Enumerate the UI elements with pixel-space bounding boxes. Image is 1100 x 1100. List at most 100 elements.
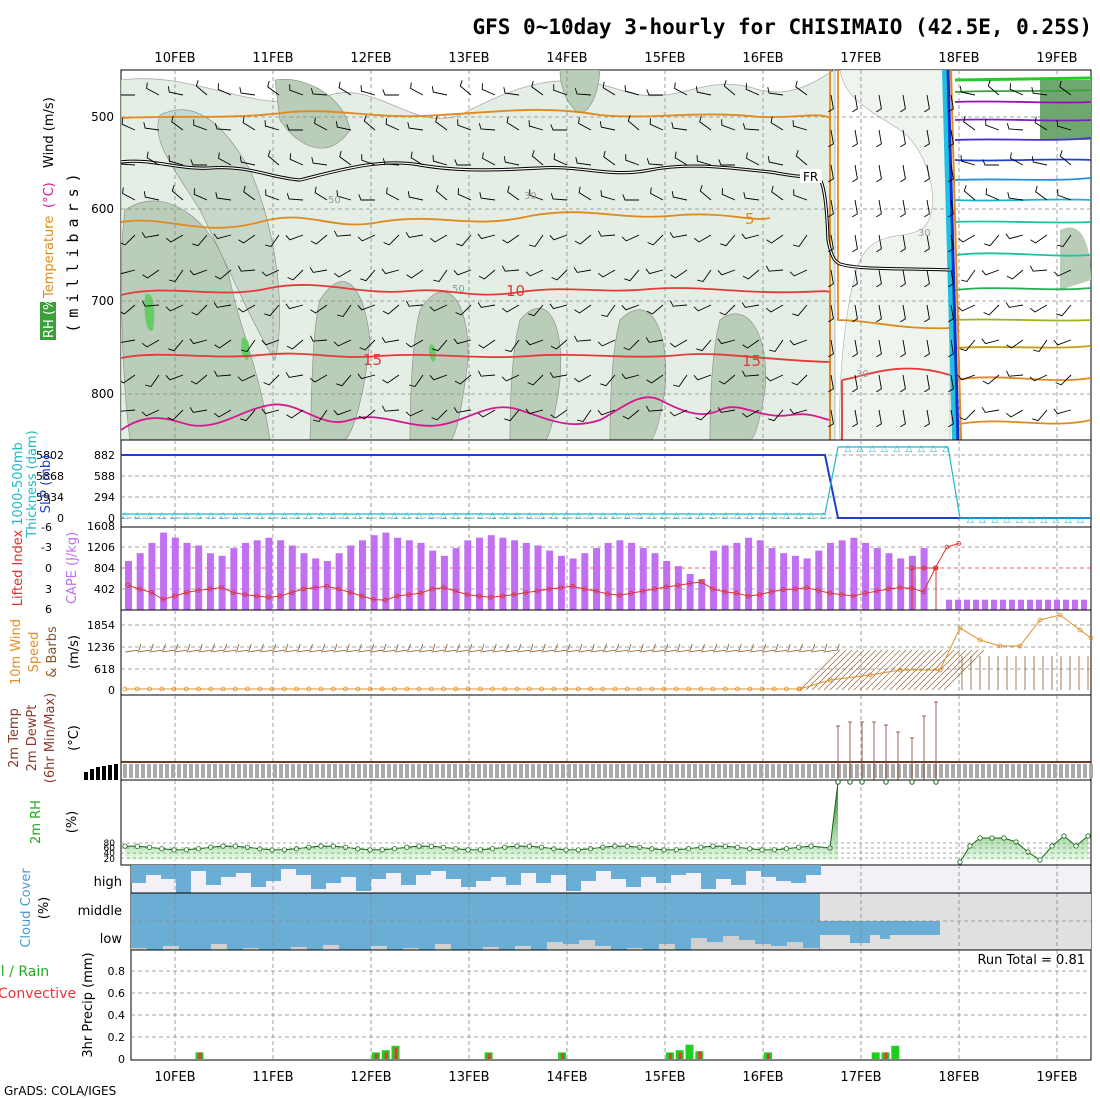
wind-barb (924, 339, 930, 358)
footer-credit: GrADS: COLA/IGES (4, 1084, 116, 1098)
wind-barb (531, 150, 544, 166)
wind-barb (1056, 304, 1072, 317)
temp2m-bar (819, 764, 823, 778)
li-marker (242, 592, 248, 597)
temp2m-left-marks (84, 764, 118, 780)
cape-bar-tail (964, 599, 970, 610)
wind-barb (627, 115, 640, 131)
wind-barb (214, 269, 232, 280)
thickness-marker: △ (991, 515, 998, 525)
wind10-barb (590, 643, 607, 653)
wind-barb (852, 164, 858, 183)
wind-barb (621, 304, 640, 311)
rh2m-marker-top (835, 779, 841, 785)
thickness-marker: △ (318, 511, 325, 521)
temp2m-bar (303, 764, 307, 778)
wind-barb (771, 185, 784, 201)
wind-barb (720, 234, 736, 247)
thickness-marker: △ (220, 511, 227, 521)
li-tick-3: 3 (45, 583, 52, 596)
cloud-low-gap (771, 946, 787, 950)
thickness-marker: △ (893, 444, 900, 454)
temp2m-bar (813, 764, 817, 778)
temp2m-bar (573, 764, 577, 778)
wind-barb (1055, 374, 1072, 386)
wind-barb (454, 159, 471, 166)
thickness-marker: △ (636, 511, 643, 521)
precip-conv-bar (698, 1051, 702, 1059)
temp2m-bar (879, 764, 883, 778)
rh2m-marker (220, 843, 226, 849)
wind-barb (504, 339, 520, 353)
wind-barb (767, 156, 784, 166)
wind-barb (121, 234, 136, 246)
wind-barb (336, 304, 352, 318)
temp2m-bar (231, 764, 235, 778)
wind-barb (453, 407, 472, 413)
thickness-marker: △ (244, 511, 251, 521)
thickness-marker: △ (538, 511, 545, 521)
cape-bar (639, 548, 647, 610)
thk-tick-5868: 5868 (36, 470, 64, 483)
vgridCloud-lines (174, 865, 1058, 950)
contour-front-cyan (942, 70, 958, 440)
wind-barb (575, 157, 592, 166)
tick-700: 700 (91, 294, 114, 308)
wind10-marker (784, 686, 789, 692)
temp2m-bar (969, 764, 973, 778)
temp2m-bar (381, 764, 385, 778)
wind-barb (1029, 304, 1048, 313)
temp2m-bar (261, 764, 265, 778)
wind10-marker (306, 686, 312, 692)
wind-barb (959, 409, 976, 421)
cloud-low-gap (659, 944, 675, 950)
wind-barb (121, 162, 136, 166)
wind10-barb (663, 643, 681, 653)
rh2m-marker (698, 844, 704, 850)
date-label-bottom-16FEB: 16FEB (742, 1070, 783, 1085)
cloud-low-gap (403, 948, 419, 950)
temp2m-bar (999, 764, 1003, 778)
wind10-marker (551, 686, 557, 692)
contour-label-5: 5 (745, 210, 755, 228)
wind-barb (459, 80, 472, 96)
wind-barb (477, 370, 496, 377)
wind10-barb (676, 643, 693, 653)
temp2m-bar (627, 764, 631, 778)
wind-barb (213, 302, 232, 308)
wind10-marker (563, 686, 569, 692)
thickness-marker: △ (1004, 515, 1011, 525)
thickness-marker: △ (979, 515, 986, 525)
wind10-marker (624, 686, 630, 692)
thickness-marker: △ (697, 511, 704, 521)
li-marker (886, 586, 891, 592)
wind-barb (363, 115, 376, 131)
wind10-barb (124, 643, 142, 653)
wind10-barb (565, 643, 583, 653)
rh2m-marker-tail (1073, 843, 1079, 849)
temp2m-bar (387, 764, 391, 778)
slp-axis-label: SLP (mb) (39, 455, 54, 514)
slp-tick-0: 0 (108, 512, 115, 525)
contour-cold-2 (954, 89, 1091, 93)
wind-barb (696, 155, 712, 166)
temp2m-bar (279, 764, 283, 778)
rh2m-marker (771, 847, 777, 853)
temp2m-bar (771, 764, 775, 778)
wind-barb (957, 374, 976, 381)
cloud-high-block (731, 865, 746, 885)
thickness-marker: △ (783, 511, 790, 521)
thickness-marker: △ (685, 511, 692, 521)
wind10-marker (759, 686, 765, 692)
wind-barb (795, 80, 808, 96)
temp2m-bar (165, 764, 169, 778)
wind-barb (338, 81, 352, 96)
precip-conv-bar (678, 1052, 682, 1059)
wind-barb (453, 269, 472, 276)
wind10-barb-dense (865, 649, 907, 691)
contour-break-2 (837, 70, 951, 330)
rh-label-50b: 50 (328, 195, 341, 206)
wind10-marker (281, 686, 287, 692)
precip-conv-bar (198, 1052, 202, 1059)
wind10-barb (553, 643, 571, 653)
